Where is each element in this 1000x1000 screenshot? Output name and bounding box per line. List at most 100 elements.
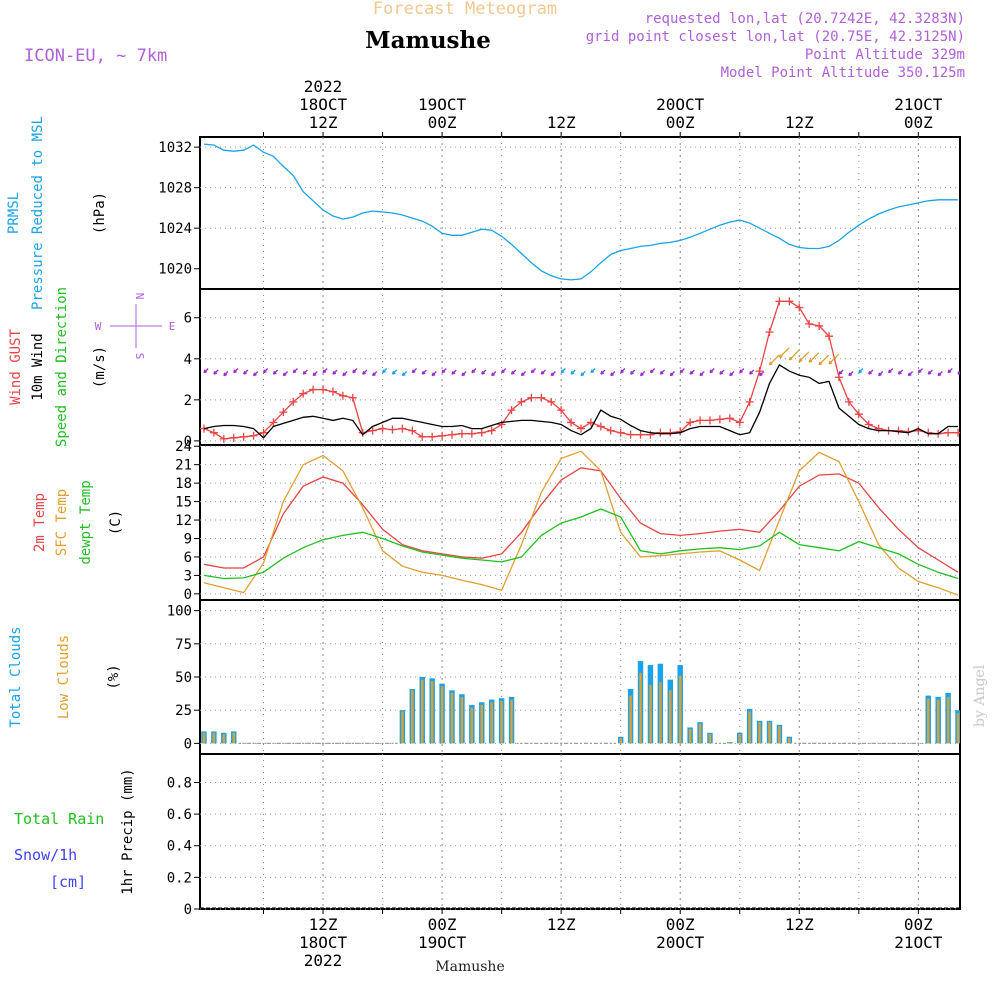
gust-point bbox=[259, 428, 268, 437]
bar-low-clouds bbox=[698, 723, 702, 744]
time-axis-label: 12Z bbox=[785, 915, 814, 934]
bar-low-clouds bbox=[927, 698, 930, 744]
meteogram-panels: 1020 1024 1028 1032 PRMSL Pressure Reduced to… bbox=[6, 116, 961, 918]
wind-arrow bbox=[481, 369, 487, 375]
wind-arrow bbox=[332, 369, 338, 375]
y-tick-label: 0.2 bbox=[167, 870, 192, 886]
gust-point bbox=[825, 332, 834, 341]
y-tick-label: 3 bbox=[184, 568, 192, 584]
wind-arrow bbox=[530, 368, 537, 374]
wind-arrow bbox=[252, 371, 259, 377]
wind-arrow bbox=[739, 368, 745, 374]
time-axis-label: 2022 bbox=[304, 77, 343, 96]
gust-point bbox=[735, 418, 744, 427]
y-tick-label: 0.8 bbox=[167, 775, 192, 791]
gust-point bbox=[616, 428, 625, 437]
bar-low-clouds bbox=[411, 690, 414, 744]
gust-point bbox=[378, 424, 387, 433]
y-tick-label: 0.6 bbox=[167, 807, 192, 823]
series-line-dewpt-temp bbox=[203, 508, 959, 580]
panel-series-group bbox=[203, 450, 959, 596]
wind-arrow bbox=[758, 371, 765, 377]
wind-arrow bbox=[887, 368, 894, 374]
wind-arrow bbox=[282, 371, 289, 377]
bar-low-clouds bbox=[688, 728, 692, 744]
gust-point bbox=[596, 422, 605, 431]
time-axis-label: 18OCT bbox=[299, 95, 348, 114]
gust-point bbox=[567, 418, 576, 427]
gust-point bbox=[944, 428, 953, 437]
wind-arrow bbox=[401, 371, 408, 377]
bar-low-clouds bbox=[470, 707, 474, 744]
wind-arrow bbox=[957, 370, 960, 375]
time-axis-label: 00Z bbox=[428, 113, 457, 132]
requested-lonlat: requested lon,lat (20.7242E, 42.3283N) bbox=[645, 11, 965, 27]
gust-point bbox=[547, 397, 556, 406]
bar-low-clouds bbox=[212, 732, 216, 744]
wind-arrow bbox=[947, 368, 953, 374]
panel-clouds: 0 25 50 75 100 Total Clouds Low Clouds (%) bbox=[8, 599, 961, 755]
y-tick-label: 12 bbox=[175, 513, 192, 529]
bar-low-clouds bbox=[460, 696, 464, 744]
wind-arrow bbox=[243, 369, 249, 375]
y-axis-label: 1hr Precip (mm) bbox=[120, 768, 136, 894]
gust-point bbox=[517, 397, 526, 406]
wind-arrow bbox=[798, 351, 810, 363]
bar-low-clouds bbox=[510, 699, 513, 744]
gust-point bbox=[636, 430, 645, 439]
wind-arrow bbox=[461, 371, 467, 377]
y-tick-label: 0 bbox=[184, 902, 192, 918]
series-line-2m-temp bbox=[203, 467, 959, 573]
y-tick-label: 0 bbox=[184, 434, 192, 450]
compass-label: N bbox=[133, 293, 146, 300]
wind-arrow bbox=[501, 368, 507, 374]
time-axis-label: 19OCT bbox=[418, 933, 467, 952]
y-axis-label: (%) bbox=[106, 664, 122, 689]
gust-point bbox=[696, 416, 705, 425]
wind-arrow bbox=[570, 369, 576, 375]
wind-arrow bbox=[272, 369, 279, 375]
gust-point bbox=[249, 431, 258, 440]
wind-arrow bbox=[788, 349, 800, 361]
model-altitude: Model Point Altitude 350.125m bbox=[721, 65, 965, 81]
series-line-10m-wind bbox=[203, 363, 958, 439]
bar-low-clouds bbox=[202, 732, 206, 744]
wind-arrow bbox=[620, 368, 626, 374]
bar-low-clouds bbox=[401, 711, 404, 744]
time-axis-label: 20OCT bbox=[656, 95, 705, 114]
y-tick-label: 9 bbox=[184, 531, 192, 547]
time-axis-label: 00Z bbox=[666, 113, 695, 132]
time-axis-label: 19OCT bbox=[418, 95, 467, 114]
time-axis-label: 12Z bbox=[309, 915, 338, 934]
wind-arrow bbox=[322, 368, 328, 374]
gust-point bbox=[457, 429, 466, 438]
wind-arrow bbox=[391, 369, 398, 375]
gust-point bbox=[864, 420, 873, 429]
gust-point bbox=[844, 397, 853, 406]
model-label: ICON-EU, ~ 7km bbox=[24, 46, 167, 66]
gust-point bbox=[745, 397, 754, 406]
compass-label: W bbox=[95, 320, 102, 333]
wind-arrow bbox=[431, 371, 437, 377]
footer-location: Mamushe bbox=[435, 959, 504, 975]
wind-arrow bbox=[312, 371, 318, 377]
gust-point bbox=[954, 428, 960, 437]
gust-point bbox=[666, 428, 675, 437]
gust-point bbox=[289, 397, 298, 406]
time-axis-label: 20OCT bbox=[656, 933, 705, 952]
wind-arrow bbox=[927, 369, 933, 375]
gust-point bbox=[229, 433, 238, 442]
panel-precip: 0 0.2 0.4 0.6 0.8 1hr Precip (mm) Total Rain Sn… bbox=[14, 753, 961, 918]
bar-low-clouds bbox=[480, 704, 484, 744]
wind-arrow bbox=[629, 369, 636, 375]
wind-arrow bbox=[679, 368, 685, 374]
gust-point bbox=[557, 406, 566, 415]
wind-arrow bbox=[540, 369, 546, 375]
y-tick-label: 21 bbox=[175, 458, 192, 474]
bar-low-clouds bbox=[946, 696, 950, 744]
gust-point bbox=[576, 424, 585, 433]
wind-arrow bbox=[292, 368, 298, 374]
gust-point bbox=[338, 391, 347, 400]
wind-arrow bbox=[262, 368, 269, 374]
